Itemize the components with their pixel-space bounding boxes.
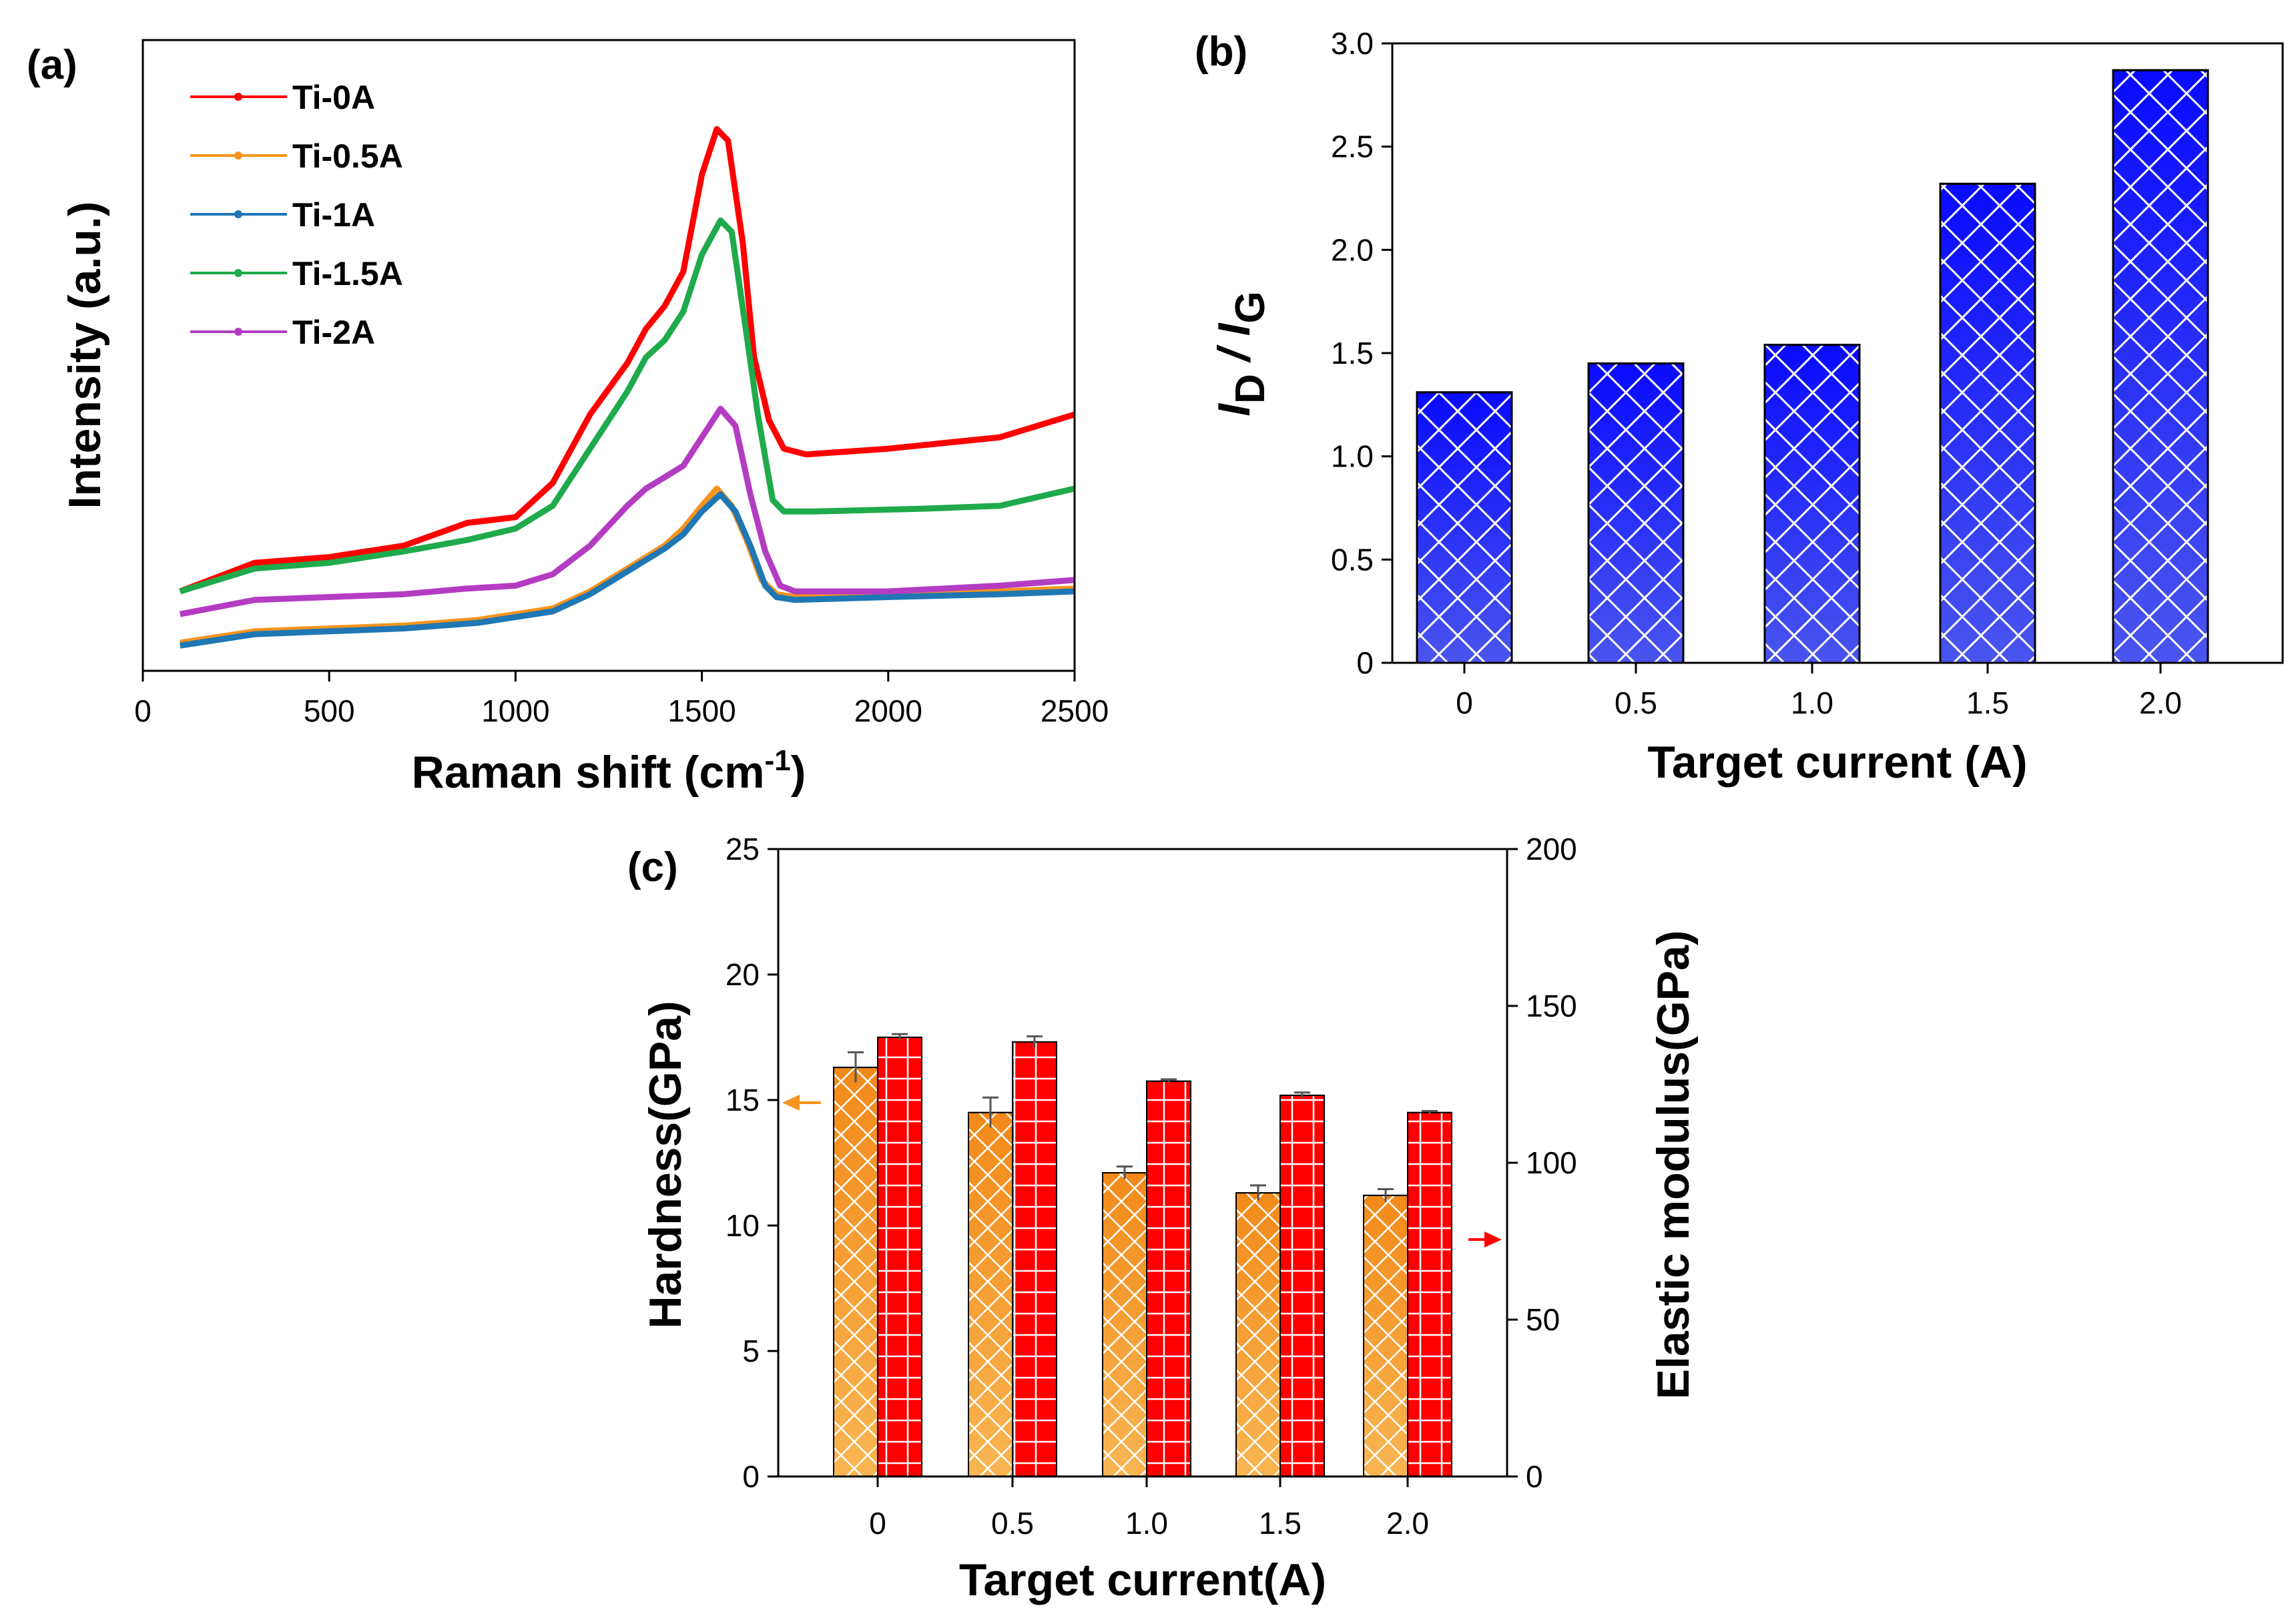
bar-hardness-hatch xyxy=(1235,1192,1281,1477)
x-tick-label: 1500 xyxy=(667,694,736,728)
x-tick-label: 1.0 xyxy=(1125,1506,1168,1541)
bar-modulus-hatch xyxy=(877,1037,922,1477)
bar-hardness-hatch xyxy=(1102,1172,1147,1478)
y-tick-label: 3.0 xyxy=(1331,26,1374,61)
bar-hatch xyxy=(1416,391,1513,664)
panel-c-left-title: Hardness(GPa) xyxy=(640,1001,691,1328)
x-tick-label: 1.0 xyxy=(1791,686,1833,720)
y-tick-label-left: 20 xyxy=(726,957,760,992)
panel-a-label: (a) xyxy=(27,42,77,88)
y-tick-label: 0.5 xyxy=(1331,542,1374,577)
y-tick-label-left: 25 xyxy=(726,832,760,866)
x-tick-label: 1.5 xyxy=(1966,686,2009,720)
panel-c-right-title: Elastic modulus(GPa) xyxy=(1648,930,1699,1400)
y-tick-label-right: 150 xyxy=(1526,989,1577,1023)
panel-c-bars xyxy=(833,1033,1452,1478)
y-tick-label: 1.0 xyxy=(1331,439,1374,474)
legend-marker xyxy=(234,328,242,336)
panel-a-legend: Ti-0A Ti-0.5A Ti-1A Ti-1.5A Ti-2A xyxy=(190,79,403,351)
x-tick-label: 0.5 xyxy=(991,1506,1034,1541)
panel-a-plot-frame xyxy=(141,39,1076,672)
panel-c-left-ticks: 0 5 10 15 20 25 xyxy=(726,832,778,1494)
bar-hardness-hatch xyxy=(1363,1194,1408,1477)
x-tick-label: 2000 xyxy=(854,694,922,728)
y-tick-label: 0 xyxy=(1356,645,1374,680)
y-tick-label-right: 50 xyxy=(1526,1302,1560,1337)
y-tick-label-left: 10 xyxy=(726,1208,760,1243)
panel-b-y-title: ID / IG xyxy=(1209,291,1273,417)
y-tick-label-left: 5 xyxy=(742,1334,760,1368)
series-line-ti-0a xyxy=(179,125,1076,595)
bar-hatch xyxy=(1587,362,1685,664)
x-tick-label: 500 xyxy=(304,694,355,728)
bar-hatch xyxy=(1763,344,1861,664)
x-tick-label: 1000 xyxy=(481,694,549,728)
panel-c-x-ticks: 0 0.5 1.0 1.5 2.0 xyxy=(869,1476,1429,1541)
panel-b-bars xyxy=(1416,69,2209,664)
panel-c-x-title: Target current(A) xyxy=(959,1555,1326,1605)
panel-c: (c) 0 5 10 15 20 25 0 50 100 150 200 0 0.5 1.0 1.5 2.… xyxy=(627,832,1699,1605)
panel-b-x-ticks: 0 0.5 1.0 1.5 2.0 xyxy=(1456,663,2182,720)
legend-label: Ti-2A xyxy=(292,314,375,351)
panel-b: (b) 0 0.5 1.0 1.5 2.0 2.5 3.0 0 0.5 1.0 1.5 2.0 Ta… xyxy=(1195,26,2284,788)
x-tick-label: 0.5 xyxy=(1615,686,1657,720)
panel-b-y-ticks: 0 0.5 1.0 1.5 2.0 2.5 3.0 xyxy=(1331,26,1392,680)
panel-b-x-title: Target current (A) xyxy=(1647,737,2027,788)
x-tick-label: 0 xyxy=(869,1506,886,1541)
legend-marker xyxy=(234,269,242,277)
y-tick-label: 1.5 xyxy=(1331,336,1374,370)
bar-hardness-hatch xyxy=(833,1067,878,1477)
panel-a-x-ticks: 0 500 1000 1500 2000 2500 xyxy=(134,671,1109,728)
bar-hatch xyxy=(1939,182,2036,664)
panel-a: (a) 0 500 1000 1500 2000 2500 Raman shift (cm… xyxy=(27,39,1109,798)
legend-label: Ti-0A xyxy=(292,79,375,116)
bar-modulus-hatch xyxy=(1146,1080,1191,1478)
panel-c-label: (c) xyxy=(627,844,678,890)
legend-label: Ti-1.5A xyxy=(292,255,403,292)
panel-a-series xyxy=(179,125,1076,649)
bar-hardness-hatch xyxy=(968,1111,1013,1478)
series-line-ti-2a xyxy=(179,405,1075,617)
hardness-axis-arrow-icon xyxy=(782,1095,800,1111)
bar-hatch xyxy=(2112,69,2209,664)
y-tick-label: 2.5 xyxy=(1331,129,1374,164)
legend-marker xyxy=(234,93,242,101)
bar-modulus-hatch xyxy=(1279,1094,1325,1477)
y-tick-label: 2.0 xyxy=(1331,232,1374,267)
x-tick-label: 1.5 xyxy=(1259,1506,1302,1541)
legend-label: Ti-1A xyxy=(292,196,375,234)
x-tick-label: 2500 xyxy=(1041,694,1109,728)
x-tick-label: 2.0 xyxy=(1386,1506,1429,1541)
modulus-axis-arrow-icon xyxy=(1484,1232,1502,1248)
panel-a-x-title: Raman shift (cm-1) xyxy=(412,744,806,798)
y-tick-label-left: 0 xyxy=(742,1459,760,1494)
bar-modulus-hatch xyxy=(1012,1041,1057,1478)
series-line-ti-1-5a xyxy=(179,217,1076,595)
y-tick-label-right: 200 xyxy=(1526,832,1577,866)
legend-label: Ti-0.5A xyxy=(292,138,403,175)
panel-c-right-ticks: 0 50 100 150 200 xyxy=(1507,832,1577,1494)
x-tick-label: 0 xyxy=(134,694,152,728)
x-tick-label: 2.0 xyxy=(2139,686,2182,720)
series-line-ti-1a xyxy=(180,491,1075,649)
y-tick-label-left: 15 xyxy=(726,1083,760,1117)
panel-a-y-title: Intensity (a.u.) xyxy=(59,202,110,509)
y-tick-label-right: 0 xyxy=(1526,1459,1543,1494)
bar-modulus-hatch xyxy=(1407,1111,1452,1478)
x-tick-label: 0 xyxy=(1456,686,1473,720)
panel-b-label: (b) xyxy=(1195,29,1247,75)
y-tick-label-right: 100 xyxy=(1526,1145,1577,1180)
legend-marker xyxy=(234,210,242,218)
legend-marker xyxy=(234,152,242,160)
